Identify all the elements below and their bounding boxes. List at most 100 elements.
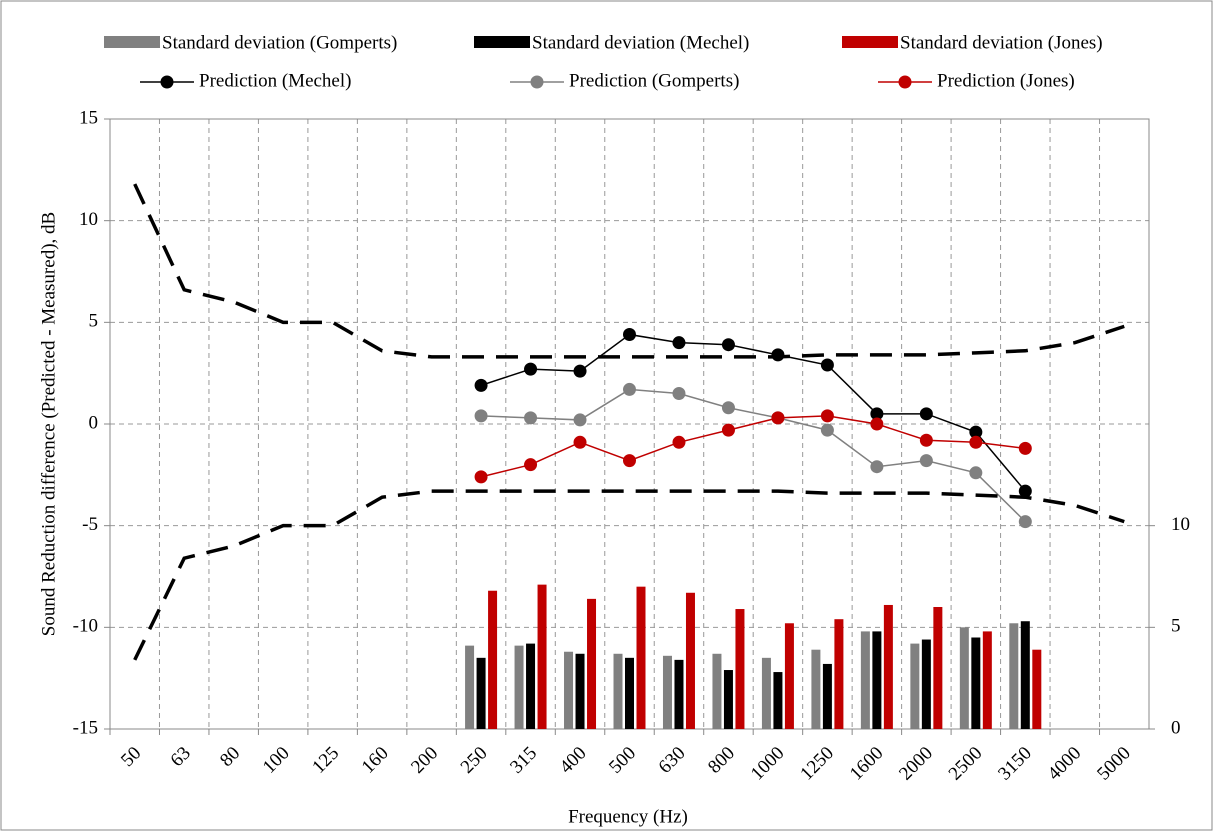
point xyxy=(721,423,735,437)
bar xyxy=(1009,623,1019,729)
bar xyxy=(761,657,771,729)
y2-tick-label: 0 xyxy=(1171,717,1181,738)
bar xyxy=(971,637,981,729)
y-tick-label: -5 xyxy=(82,514,98,535)
bar xyxy=(910,643,920,729)
bar xyxy=(465,645,475,729)
point xyxy=(820,423,834,437)
bar xyxy=(773,672,783,729)
point xyxy=(919,407,933,421)
bar xyxy=(921,639,931,729)
bar xyxy=(564,651,574,729)
point xyxy=(919,433,933,447)
point xyxy=(672,387,686,400)
legend-label: Standard deviation (Gomperts) xyxy=(162,32,397,53)
series-line xyxy=(481,388,1026,523)
point xyxy=(969,435,983,449)
bar xyxy=(784,623,794,729)
legend-swatch xyxy=(104,36,160,48)
legend-marker xyxy=(160,75,174,89)
point xyxy=(474,409,488,423)
point xyxy=(623,328,636,342)
bar xyxy=(526,643,536,729)
legend-label: Prediction (Mechel) xyxy=(199,70,351,91)
bar xyxy=(834,619,844,729)
bound-line xyxy=(133,489,1125,661)
point xyxy=(969,466,983,480)
bar xyxy=(476,657,486,729)
bar xyxy=(1032,649,1042,729)
legend-swatch xyxy=(474,36,530,48)
point xyxy=(623,454,636,468)
bar xyxy=(860,631,870,729)
point xyxy=(771,411,785,425)
point xyxy=(672,336,686,350)
bar xyxy=(883,604,893,729)
point xyxy=(474,378,488,392)
bar xyxy=(735,609,745,729)
bar xyxy=(488,590,498,729)
legend-label: Standard deviation (Mechel) xyxy=(532,32,749,53)
bar xyxy=(685,592,695,729)
point xyxy=(1018,441,1032,455)
series-line xyxy=(480,333,1026,492)
y-tick-label: 15 xyxy=(79,107,98,128)
legend-marker xyxy=(530,75,544,89)
bar xyxy=(613,653,623,729)
point xyxy=(870,407,884,421)
bar xyxy=(723,670,733,729)
y2-tick-label: 5 xyxy=(1171,616,1181,637)
legend-swatch xyxy=(842,36,898,48)
legend-marker xyxy=(898,75,912,89)
bar xyxy=(811,649,821,729)
point xyxy=(524,411,538,425)
point xyxy=(919,454,933,468)
bar xyxy=(514,645,524,729)
bar xyxy=(575,653,585,729)
bar xyxy=(933,607,943,729)
point xyxy=(623,382,636,396)
bar xyxy=(537,584,547,729)
bar xyxy=(625,657,634,729)
y-tick-label: 0 xyxy=(89,412,99,433)
point xyxy=(573,435,587,449)
y-tick-label: 10 xyxy=(79,209,98,230)
point xyxy=(474,470,488,484)
point xyxy=(1018,515,1032,529)
point xyxy=(1018,484,1032,498)
bar xyxy=(674,659,684,729)
point xyxy=(870,417,884,431)
point xyxy=(969,425,983,439)
bar xyxy=(1020,621,1030,729)
point xyxy=(721,338,735,352)
bar xyxy=(872,631,882,729)
point xyxy=(870,460,884,474)
y-tick-label: -15 xyxy=(73,717,98,738)
point xyxy=(573,364,587,378)
bar xyxy=(959,627,969,729)
series-line xyxy=(480,415,1026,478)
bound-line xyxy=(133,183,1125,359)
point xyxy=(524,362,538,376)
bar xyxy=(982,631,992,729)
y-axis-label: Sound Reduction difference (Predicted - … xyxy=(38,212,59,636)
x-axis-label: Frequency (Hz) xyxy=(568,806,688,827)
point xyxy=(672,435,686,449)
bar xyxy=(587,598,597,729)
y2-tick-label: 10 xyxy=(1171,514,1190,535)
bar xyxy=(712,653,722,729)
point xyxy=(771,348,785,362)
legend-label: Standard deviation (Jones) xyxy=(900,32,1103,53)
bar xyxy=(662,655,672,729)
y-tick-label: 5 xyxy=(89,311,99,332)
point xyxy=(573,413,587,427)
bar xyxy=(822,663,832,729)
legend-label: Prediction (Jones) xyxy=(937,70,1075,91)
bar xyxy=(636,586,646,729)
point xyxy=(721,401,735,415)
y-tick-label: -10 xyxy=(73,616,98,637)
point xyxy=(524,458,538,472)
